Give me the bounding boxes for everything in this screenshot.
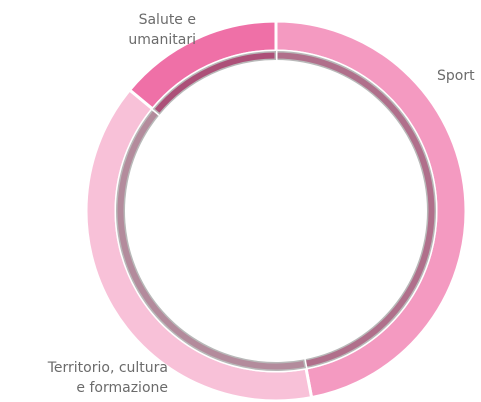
segment-inner-shade [152,51,276,115]
segment-inner-band [150,49,278,117]
segment-label: Territorio, cultura e formazione [47,360,168,396]
donut-segment [127,19,278,117]
segment-label: Salute e umanitari [128,12,196,48]
segment-label: Sport [437,68,475,84]
donut-segment [84,87,314,402]
